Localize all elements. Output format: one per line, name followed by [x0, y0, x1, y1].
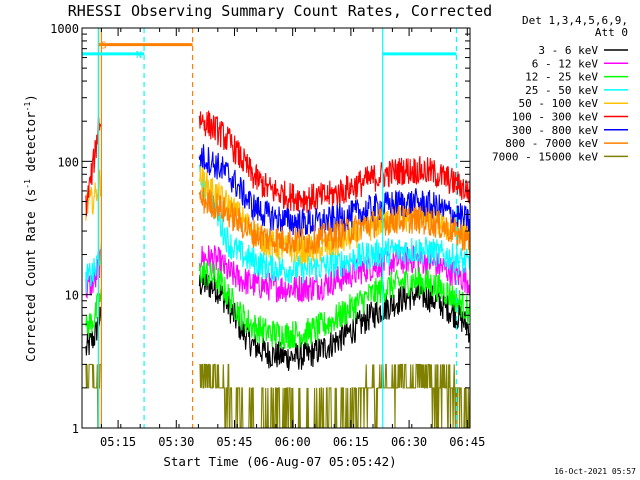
x-tick-label: 06:15: [333, 435, 369, 449]
series-line: [198, 144, 471, 238]
x-axis: 05:15 05:30 05:45 06:00 06:15 06:30 06:45: [81, 28, 485, 449]
x-tick-label: 05:15: [100, 435, 136, 449]
x-tick-label: 05:30: [158, 435, 194, 449]
flag-label: S: [101, 41, 107, 52]
legend-label: 100 - 300 keV: [512, 111, 598, 124]
x-tick-label: 06:00: [275, 435, 311, 449]
legend-label: 25 - 50 keV: [525, 84, 598, 97]
flag-label: N: [136, 50, 142, 61]
legend-label: 7000 - 15000 keV: [492, 150, 598, 163]
x-axis-label: Start Time (06-Aug-07 05:05:42): [163, 454, 396, 469]
y-tick-label: 1000: [50, 22, 79, 36]
y-axis: 1 10 100 1000: [50, 22, 470, 436]
plot-area: SN: [82, 28, 471, 429]
y-tick-label: 1: [72, 422, 79, 436]
chart-title: RHESSI Observing Summary Count Rates, Co…: [68, 2, 492, 20]
legend-label: 50 - 100 keV: [519, 97, 599, 110]
legend-label: 3 - 6 keV: [538, 44, 598, 57]
legend-title-line2: Att 0: [595, 26, 628, 39]
x-tick-label: 05:45: [216, 435, 252, 449]
legend-label: 6 - 12 keV: [532, 57, 599, 70]
series-line: [198, 187, 471, 255]
legend-title-line1: Det 1,3,4,5,6,9,: [522, 14, 628, 27]
timestamp: 16-Oct-2021 05:57: [554, 467, 636, 476]
y-axis-label: Corrected Count Rate (s-1 detector-1): [23, 94, 38, 362]
x-tick-label: 06:30: [391, 435, 427, 449]
y-tick-label: 10: [65, 289, 79, 303]
legend-label: 300 - 800 keV: [512, 124, 598, 137]
legend-label: 800 - 7000 keV: [505, 137, 598, 150]
legend-label: 12 - 25 keV: [525, 71, 598, 84]
y-tick-label: 100: [57, 155, 79, 169]
x-tick-label: 06:45: [449, 435, 485, 449]
